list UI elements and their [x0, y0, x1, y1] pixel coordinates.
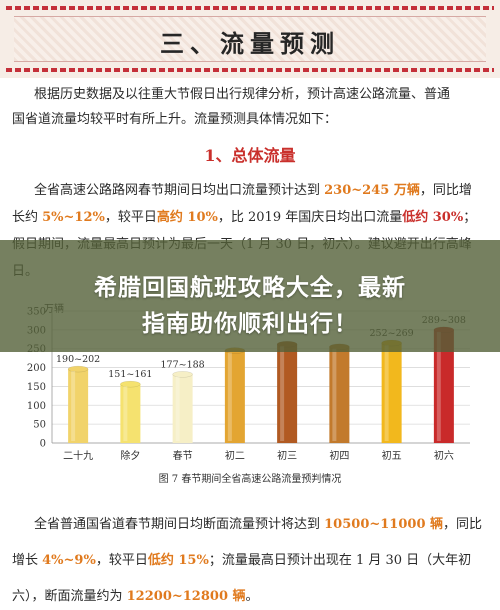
highlight-value: 低约 15% — [147, 553, 209, 568]
x-tick-label: 春节 — [173, 450, 193, 462]
highlight-value: 230~245 万辆 — [324, 183, 420, 198]
bar-top-cap — [172, 371, 193, 378]
para2-line-1: 全省普通国省道春节期间日均断面流量预计将达到 10500~11000 辆，同比 — [12, 512, 490, 537]
banner-pattern — [14, 16, 486, 62]
banner-border-bottom — [6, 68, 494, 72]
bar-highlight — [71, 371, 76, 441]
data-label: 177~188 — [161, 359, 205, 370]
highlight-value: 12200~12800 辆 — [126, 589, 246, 604]
para2-text: 六），断面流量约为 — [12, 589, 127, 604]
bar-highlight — [175, 376, 180, 441]
y-tick-label: 0 — [40, 439, 46, 450]
bar — [381, 343, 402, 443]
para2-line-2: 增长 4%~9%，较平日低约 15%；流量最高日预计出现在 1 月 30 日（大… — [12, 548, 490, 573]
highlight-value: 5%~12% — [42, 210, 105, 225]
data-label: 151~161 — [108, 369, 152, 380]
x-tick-label: 初二 — [225, 449, 245, 462]
highlight-value: 低约 30% — [402, 210, 464, 225]
bar-top-cap — [120, 380, 141, 388]
intro-line-2: 国省道流量均较平时有所上升。流量预测具体情况如下： — [12, 112, 338, 127]
intro-line-1: 根据历史数据及以往重大节假日出行规律分析，预计高速公路流量、普通 — [34, 87, 451, 102]
bar-highlight — [123, 386, 128, 441]
bar-highlight — [436, 331, 441, 441]
x-tick-label: 初四 — [329, 449, 349, 462]
bar — [277, 344, 298, 443]
chart-caption: 图 7 春节期间全省高速公路流量预判情况 — [158, 474, 342, 485]
page-title: 三、流量预测 — [160, 29, 340, 58]
overlay-headline-line-2: 指南助你顺利出行！ — [142, 311, 358, 337]
para1-text: 长约 — [12, 210, 43, 225]
y-tick-label: 50 — [33, 420, 46, 431]
highlight-value: 高约 10% — [156, 210, 218, 225]
bar-highlight — [227, 352, 232, 441]
highlight-value: 4%~9% — [42, 553, 96, 568]
data-label: 190~202 — [56, 354, 100, 365]
para1-text: ； — [463, 210, 477, 225]
section-heading: 1、总体流量 — [204, 146, 296, 165]
overlay-headline-line-1: 希腊回国航班攻略大全，最新 — [94, 275, 406, 301]
y-tick-label: 100 — [27, 401, 46, 412]
bar — [433, 329, 454, 443]
bar — [120, 384, 141, 443]
bar — [329, 346, 350, 443]
x-tick-label: 二十九 — [63, 449, 93, 462]
x-tick-label: 初六 — [434, 449, 454, 462]
para1-text: ，较平日 — [104, 210, 157, 225]
bar-highlight — [384, 345, 389, 441]
traffic-bar-chart: 万辆050100150200250300350二十九190~202除夕151~1… — [27, 302, 470, 462]
x-tick-label: 初三 — [277, 449, 297, 462]
y-tick-label: 150 — [27, 382, 46, 393]
title-banner: 三、流量预测 — [0, 0, 500, 78]
para1-text: 全省高速公路路网春节期间日均出口流量预计达到 — [34, 183, 325, 198]
bar-top-cap — [67, 365, 89, 373]
bar-highlight — [280, 346, 285, 441]
para2-text: ，同比 — [443, 517, 483, 532]
x-tick-label: 除夕 — [120, 449, 140, 462]
banner-border-top — [6, 6, 494, 10]
bar — [172, 374, 193, 443]
y-tick-label: 200 — [27, 363, 46, 374]
para2-text: 。 — [245, 589, 259, 604]
para2-text: 全省普通国省道春节期间日均断面流量预计将达到 — [34, 517, 325, 532]
bar — [224, 350, 245, 443]
x-tick-label: 初五 — [382, 449, 402, 462]
para1-line-2: 长约 5%~12%，较平日高约 10%，比 2019 年国庆日均出口流量低约 3… — [12, 205, 490, 230]
highlight-value: 10500~11000 辆 — [324, 517, 444, 532]
para1-line-1: 全省高速公路路网春节期间日均出口流量预计达到 230~245 万辆，同比增 — [12, 178, 490, 203]
para2-text: ；流量最高日预计出现在 1 月 30 日（大年初 — [208, 553, 472, 568]
bar — [68, 369, 89, 443]
para2-text: 增长 — [12, 553, 43, 568]
para2-line-3: 六），断面流量约为 12200~12800 辆。 — [12, 584, 490, 609]
para1-text: ，同比增 — [419, 183, 472, 198]
bar-highlight — [332, 348, 337, 441]
para2-text: ，较平日 — [95, 553, 148, 568]
headline-overlay: 希腊回国航班攻略大全，最新 指南助你顺利出行！ — [0, 240, 500, 352]
para1-text: ，比 2019 年国庆日均出口流量 — [217, 210, 403, 225]
